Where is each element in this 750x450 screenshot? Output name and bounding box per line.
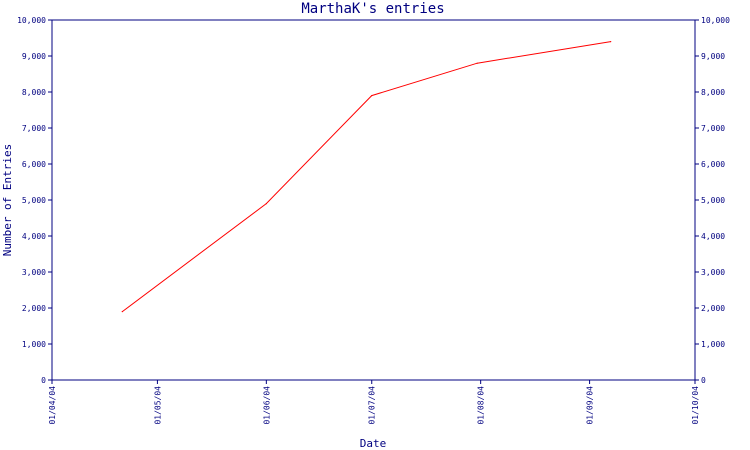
x-tick-label: 01/10/04	[691, 386, 700, 425]
y-tick-label-left: 6,000	[22, 160, 46, 169]
y-axis-title: Number of Entries	[1, 144, 14, 257]
x-tick-label: 01/05/04	[153, 386, 162, 425]
x-tick-label: 01/09/04	[586, 386, 595, 425]
series-line	[122, 41, 611, 313]
x-axis-title: Date	[360, 437, 387, 450]
y-tick-label-right: 6,000	[701, 160, 725, 169]
y-tick-label-left: 0	[41, 376, 46, 385]
data-point	[610, 41, 612, 43]
data-point	[121, 311, 123, 313]
y-tick-label-right: 1,000	[701, 340, 725, 349]
y-tick-label-left: 10,000	[17, 16, 46, 25]
y-tick-label-left: 8,000	[22, 88, 46, 97]
x-tick-label: 01/04/04	[48, 386, 57, 425]
x-axis: 01/04/04 01/05/04 01/06/04 01/07/04 01/08/04…	[48, 380, 700, 425]
y-tick-label-right: 5,000	[701, 196, 725, 205]
x-tick-label: 01/08/04	[477, 386, 486, 425]
data-point	[265, 203, 267, 205]
y-tick-label-right: 10,000	[701, 16, 730, 25]
y-axis-right: 0 1,000 2,000 3,000 4,000 5,000 6,000 7,000 8,00…	[695, 16, 730, 385]
y-tick-label-right: 9,000	[701, 52, 725, 61]
y-tick-label-left: 1,000	[22, 340, 46, 349]
y-tick-label-left: 2,000	[22, 304, 46, 313]
data-point	[476, 62, 478, 64]
y-tick-label-right: 0	[701, 376, 706, 385]
y-tick-label-right: 3,000	[701, 268, 725, 277]
x-tick-label: 01/06/04	[262, 386, 271, 425]
y-tick-label-right: 4,000	[701, 232, 725, 241]
y-tick-label-left: 7,000	[22, 124, 46, 133]
y-tick-label-right: 8,000	[701, 88, 725, 97]
y-tick-label-left: 5,000	[22, 196, 46, 205]
y-tick-label-left: 9,000	[22, 52, 46, 61]
y-tick-label-left: 3,000	[22, 268, 46, 277]
y-tick-label-right: 2,000	[701, 304, 725, 313]
plot-frame	[51, 19, 696, 381]
y-tick-label-left: 4,000	[22, 232, 46, 241]
series-layer	[121, 41, 612, 313]
data-point	[371, 95, 373, 97]
x-tick-label: 01/07/04	[368, 386, 377, 425]
chart-title: MarthaK's entries	[301, 1, 444, 17]
y-axis-left: 0 1,000 2,000 3,000 4,000 5,000 6,000 7,000 8,00…	[17, 16, 52, 385]
y-tick-label-right: 7,000	[701, 124, 725, 133]
